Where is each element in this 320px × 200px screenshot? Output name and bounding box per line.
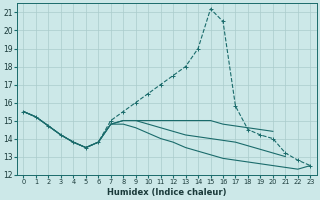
- X-axis label: Humidex (Indice chaleur): Humidex (Indice chaleur): [107, 188, 227, 197]
